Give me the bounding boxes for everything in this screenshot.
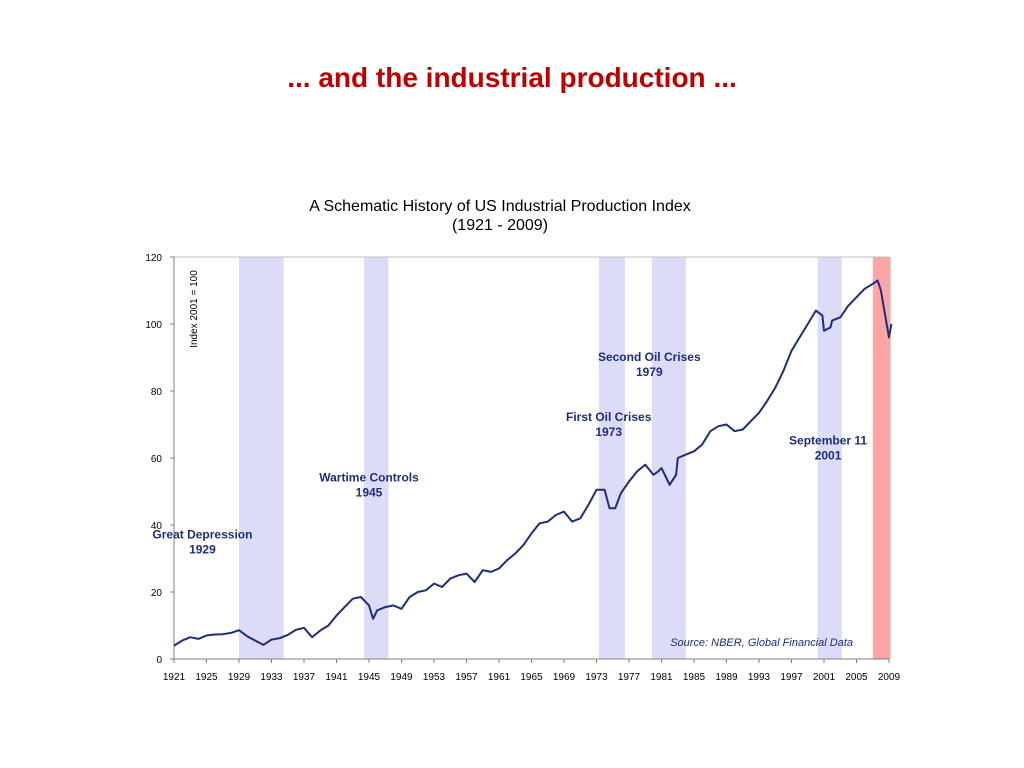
x-tick-label: 2005 (845, 672, 868, 683)
x-tick-label: 1981 (650, 672, 673, 683)
x-tick-label: 1949 (390, 672, 413, 683)
x-tick-label: 1957 (455, 672, 478, 683)
shaded-period-4 (817, 257, 842, 659)
x-tick-label: 1953 (423, 672, 446, 683)
slide-title: ... and the industrial production ... (287, 62, 737, 93)
x-tick-label: 1941 (325, 672, 348, 683)
y-tick-label: 40 (151, 521, 163, 532)
annotation-label-2: First Oil Crises (566, 410, 652, 424)
x-tick-label: 2009 (878, 672, 901, 683)
shaded-period-3 (651, 257, 686, 659)
x-tick-label: 2001 (813, 672, 836, 683)
x-tick-label: 1961 (488, 672, 511, 683)
annotation-label-4: September 11 (789, 434, 867, 448)
y-tick-label: 80 (151, 387, 163, 398)
x-tick-label: 1985 (683, 672, 706, 683)
chart-subtitle: (1921 - 2009) (451, 217, 549, 234)
annotation-label-2: 1973 (595, 425, 622, 439)
x-tick-label: 1933 (260, 672, 283, 683)
x-tick-label: 1937 (293, 672, 316, 683)
y-tick-label: 60 (151, 454, 163, 465)
annotation-label-0: Great Depression (152, 527, 252, 541)
y-axis-label: Index 2001 = 100 (189, 270, 200, 348)
shaded-period-0 (239, 257, 284, 659)
annotation-label-0: 1929 (189, 542, 216, 556)
x-tick-label: 1929 (228, 672, 251, 683)
x-tick-label: 1997 (780, 672, 803, 683)
annotation-label-3: Second Oil Crises (598, 350, 701, 364)
x-tick-label: 1977 (618, 672, 641, 683)
chart-title-block: A Schematic History of US Industrial Pro… (250, 197, 750, 235)
x-tick-label: 1925 (195, 672, 218, 683)
x-tick-label: 1993 (748, 672, 771, 683)
shaded-period-5 (872, 257, 891, 659)
annotation-label-1: Wartime Controls (319, 470, 419, 484)
x-tick-label: 1945 (358, 672, 381, 683)
y-tick-label: 0 (156, 655, 162, 666)
series-line-0 (173, 279, 893, 647)
annotation-label-1: 1945 (356, 485, 383, 499)
x-tick-label: 1921 (163, 672, 186, 683)
shaded-period-2 (598, 257, 625, 659)
x-tick-label: 1969 (553, 672, 576, 683)
x-tick-label: 1989 (715, 672, 738, 683)
chart-title: A Schematic History of US Industrial Pro… (309, 198, 691, 215)
y-tick-label: 20 (151, 588, 163, 599)
x-tick-label: 1965 (520, 672, 543, 683)
source-note: Source: NBER, Global Financial Data (670, 637, 853, 649)
shaded-period-1 (364, 257, 389, 659)
y-tick-label: 120 (145, 253, 162, 264)
x-tick-label: 1973 (585, 672, 608, 683)
annotation-label-4: 2001 (815, 449, 842, 463)
annotation-label-3: 1979 (636, 365, 663, 379)
y-tick-label: 100 (145, 320, 162, 331)
